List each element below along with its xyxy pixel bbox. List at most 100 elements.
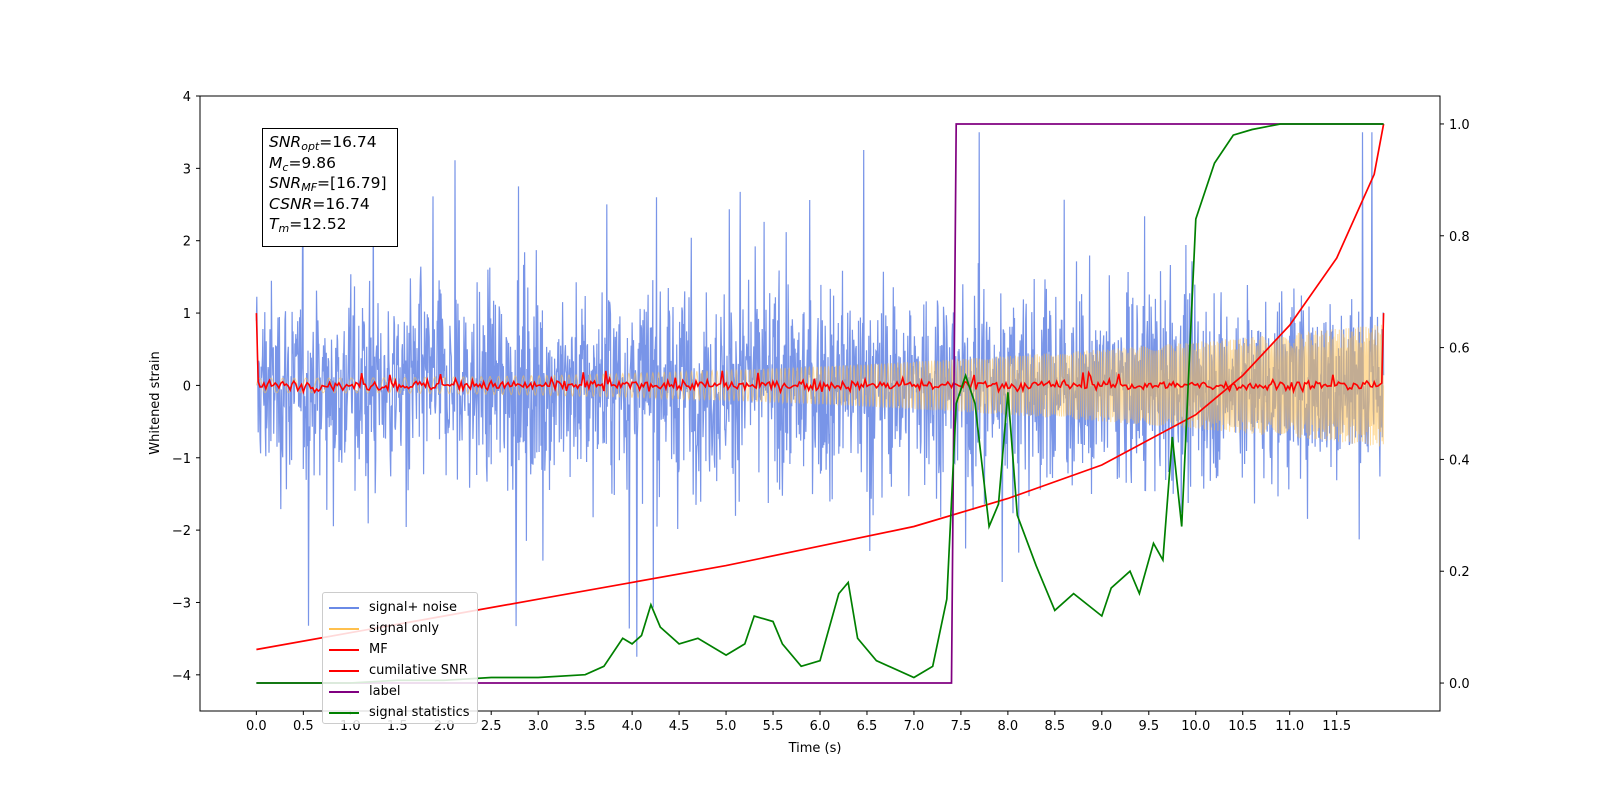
y-tick: 2 bbox=[183, 235, 200, 250]
x-tick: 10.0 bbox=[1181, 711, 1210, 734]
x-tick-label: 5.5 bbox=[763, 719, 784, 734]
x-tick-label: 6.5 bbox=[857, 719, 878, 734]
snr-mf-line: SNRMF=[16.79] bbox=[269, 174, 387, 194]
y-tick: −3 bbox=[172, 596, 200, 611]
x-tick-label: 3.5 bbox=[575, 719, 596, 734]
legend-label: label bbox=[369, 684, 401, 699]
series-signal-statistics bbox=[256, 123, 1384, 684]
legend-label: signal only bbox=[369, 621, 440, 636]
legend-swatch bbox=[329, 627, 359, 630]
y2-tick-label: 0.4 bbox=[1449, 453, 1470, 468]
legend-label: cumilative SNR bbox=[369, 663, 468, 678]
mc-line: Mc=9.86 bbox=[269, 153, 336, 174]
x-axis-ticks: 0.0 0.5 1.0 1.5 2.0 2.5 3.0 3.5 4.0 4.5 5.0 5.5 6.0 6… bbox=[246, 711, 1351, 734]
y-axis-label: Whitened strain bbox=[148, 351, 163, 454]
y-tick-label: 1 bbox=[183, 307, 191, 322]
x-tick-label: 11.5 bbox=[1322, 719, 1351, 734]
y2-tick-label: 1.0 bbox=[1449, 118, 1470, 133]
x-tick: 11.0 bbox=[1275, 711, 1304, 734]
legend-swatch bbox=[329, 648, 359, 651]
tm-line: Tm=12.52 bbox=[269, 215, 347, 235]
y-tick-label: 3 bbox=[183, 162, 191, 177]
snr-opt-line: SNRopt=16.74 bbox=[269, 133, 377, 153]
y2-tick-label: 0.6 bbox=[1449, 342, 1470, 357]
x-tick: 6.0 bbox=[810, 711, 831, 734]
y2-tick: 0.8 bbox=[1440, 230, 1470, 245]
x-tick: 2.5 bbox=[481, 711, 502, 734]
x-tick-label: 5.0 bbox=[716, 719, 737, 734]
y-tick: 0 bbox=[183, 379, 200, 394]
x-tick: 7.0 bbox=[904, 711, 925, 734]
x-tick-label: 2.5 bbox=[481, 719, 502, 734]
y2-tick: 0.2 bbox=[1440, 565, 1470, 580]
y-tick: 1 bbox=[183, 307, 200, 322]
x-tick: 0.0 bbox=[246, 711, 267, 734]
x-tick-label: 7.0 bbox=[904, 719, 925, 734]
y-axis-ticks: 4 3 2 1 0 −1 −2 −3 −4 bbox=[172, 90, 200, 684]
x-tick: 9.0 bbox=[1091, 711, 1112, 734]
y-tick-label: −1 bbox=[172, 452, 191, 467]
x-tick-label: 6.0 bbox=[810, 719, 831, 734]
x-tick-label: 4.0 bbox=[622, 719, 643, 734]
legend-item-cumulative-snr: cumilative SNR bbox=[329, 660, 471, 681]
y-tick: 3 bbox=[183, 162, 200, 177]
x-tick: 9.5 bbox=[1138, 711, 1159, 734]
csnr-value: =16.74 bbox=[312, 194, 370, 213]
snr-opt-value: =16.74 bbox=[319, 133, 377, 151]
y-tick-label: 2 bbox=[183, 235, 191, 250]
y-tick: −1 bbox=[172, 452, 200, 467]
y2-tick: 0.6 bbox=[1440, 342, 1470, 357]
y2-axis-ticks: 1.0 0.8 0.6 0.4 0.2 0.0 bbox=[1440, 118, 1470, 692]
y-tick-label: 0 bbox=[183, 379, 191, 394]
y2-tick-label: 0.0 bbox=[1449, 677, 1470, 692]
y2-tick: 0.0 bbox=[1440, 677, 1470, 692]
legend-item-label: label bbox=[329, 681, 471, 702]
y-tick: −4 bbox=[172, 669, 200, 684]
legend-swatch bbox=[329, 711, 359, 714]
legend: signal+ noise signal only MF cumilative … bbox=[322, 592, 478, 724]
legend-label: signal statistics bbox=[369, 705, 470, 720]
y-tick-label: 4 bbox=[183, 90, 191, 105]
csnr-line: CSNR=16.74 bbox=[269, 194, 370, 213]
x-tick-label: 7.5 bbox=[951, 719, 972, 734]
x-tick-label: 0.0 bbox=[246, 719, 267, 734]
x-tick: 4.5 bbox=[669, 711, 690, 734]
tm-value: =12.52 bbox=[289, 215, 347, 233]
legend-swatch bbox=[329, 690, 359, 693]
x-tick: 0.5 bbox=[293, 711, 314, 734]
mc-value: =9.86 bbox=[288, 153, 336, 172]
y2-tick: 0.4 bbox=[1440, 453, 1470, 468]
x-tick: 8.0 bbox=[998, 711, 1019, 734]
x-tick-label: 3.0 bbox=[528, 719, 549, 734]
y-tick-label: −4 bbox=[172, 669, 191, 684]
legend-item-mf: MF bbox=[329, 639, 471, 660]
legend-label: MF bbox=[369, 642, 388, 657]
legend-item-signal-only: signal only bbox=[329, 618, 471, 639]
y-tick: −2 bbox=[172, 524, 200, 539]
y2-tick-label: 0.8 bbox=[1449, 230, 1470, 245]
series-cumulative-snr bbox=[256, 123, 1385, 651]
x-tick: 4.0 bbox=[622, 711, 643, 734]
x-tick-label: 8.5 bbox=[1045, 719, 1066, 734]
x-tick-label: 4.5 bbox=[669, 719, 690, 734]
x-tick-label: 11.0 bbox=[1275, 719, 1304, 734]
y2-tick: 1.0 bbox=[1440, 118, 1470, 133]
plot-area bbox=[255, 123, 1385, 684]
legend-label: signal+ noise bbox=[369, 600, 458, 615]
x-tick: 8.5 bbox=[1045, 711, 1066, 734]
x-tick-label: 10.0 bbox=[1181, 719, 1210, 734]
info-box: SNRopt=16.74 Mc=9.86 SNRMF=[16.79] CSNR=… bbox=[262, 128, 398, 247]
x-tick: 7.5 bbox=[951, 711, 972, 734]
legend-item-signal-noise: signal+ noise bbox=[329, 597, 471, 618]
x-tick: 6.5 bbox=[857, 711, 878, 734]
x-tick-label: 8.0 bbox=[998, 719, 1019, 734]
x-tick: 3.5 bbox=[575, 711, 596, 734]
x-axis-label: Time (s) bbox=[788, 741, 842, 756]
snr-mf-value: =[16.79] bbox=[317, 174, 387, 192]
x-tick-label: 0.5 bbox=[293, 719, 314, 734]
y-tick-label: −3 bbox=[172, 596, 191, 611]
y-tick-label: −2 bbox=[172, 524, 191, 539]
legend-swatch bbox=[329, 606, 359, 609]
x-tick-label: 9.5 bbox=[1138, 719, 1159, 734]
y-tick: 4 bbox=[183, 90, 200, 105]
